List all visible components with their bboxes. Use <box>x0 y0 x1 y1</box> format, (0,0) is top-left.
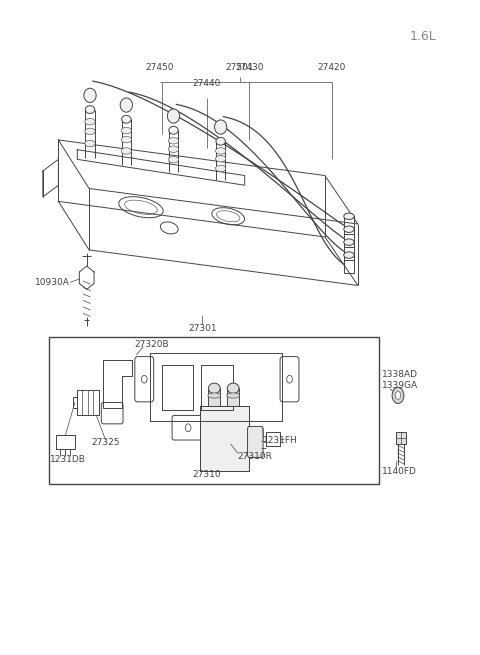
Ellipse shape <box>169 126 178 134</box>
Text: 27440: 27440 <box>193 79 221 88</box>
Text: 1338AD: 1338AD <box>382 369 418 379</box>
Ellipse shape <box>121 115 131 123</box>
Ellipse shape <box>216 165 226 172</box>
Ellipse shape <box>85 119 95 125</box>
Text: 1140FD: 1140FD <box>382 466 416 476</box>
Ellipse shape <box>344 252 354 258</box>
Ellipse shape <box>121 136 132 143</box>
Ellipse shape <box>121 127 132 134</box>
Ellipse shape <box>121 148 132 154</box>
Text: 27430: 27430 <box>235 63 264 72</box>
Ellipse shape <box>168 138 179 144</box>
Ellipse shape <box>168 109 180 123</box>
Ellipse shape <box>344 226 354 233</box>
Text: 27325: 27325 <box>91 438 120 447</box>
Bar <box>200 406 250 471</box>
Ellipse shape <box>227 393 240 398</box>
Text: 27310: 27310 <box>192 470 221 479</box>
Ellipse shape <box>208 383 220 394</box>
Ellipse shape <box>392 387 404 403</box>
Ellipse shape <box>395 392 401 400</box>
Text: 27301: 27301 <box>188 324 216 333</box>
Bar <box>49 337 379 484</box>
Text: 27310R: 27310R <box>238 453 273 461</box>
Ellipse shape <box>168 146 179 153</box>
Ellipse shape <box>344 239 354 246</box>
Ellipse shape <box>168 157 179 163</box>
Text: 1231DB: 1231DB <box>50 455 86 464</box>
Text: 27320B: 27320B <box>134 341 168 350</box>
Text: 27501: 27501 <box>226 63 254 72</box>
Ellipse shape <box>216 155 226 162</box>
Ellipse shape <box>84 88 96 102</box>
Ellipse shape <box>85 140 95 147</box>
FancyBboxPatch shape <box>248 426 263 457</box>
Text: 10930A: 10930A <box>35 278 70 287</box>
Ellipse shape <box>344 213 354 219</box>
Ellipse shape <box>216 148 226 154</box>
Ellipse shape <box>208 393 221 398</box>
Bar <box>396 432 406 444</box>
Ellipse shape <box>85 128 95 135</box>
Text: 1.6L: 1.6L <box>410 30 436 43</box>
Ellipse shape <box>216 138 226 145</box>
Bar <box>208 388 220 406</box>
Text: 27420: 27420 <box>318 63 346 72</box>
Text: 1231FH: 1231FH <box>263 436 298 445</box>
Text: 27450: 27450 <box>145 63 174 72</box>
Bar <box>227 388 239 406</box>
Ellipse shape <box>85 105 95 113</box>
Text: 1339GA: 1339GA <box>382 381 418 390</box>
Ellipse shape <box>120 98 132 112</box>
Ellipse shape <box>215 120 227 134</box>
Ellipse shape <box>227 383 239 394</box>
